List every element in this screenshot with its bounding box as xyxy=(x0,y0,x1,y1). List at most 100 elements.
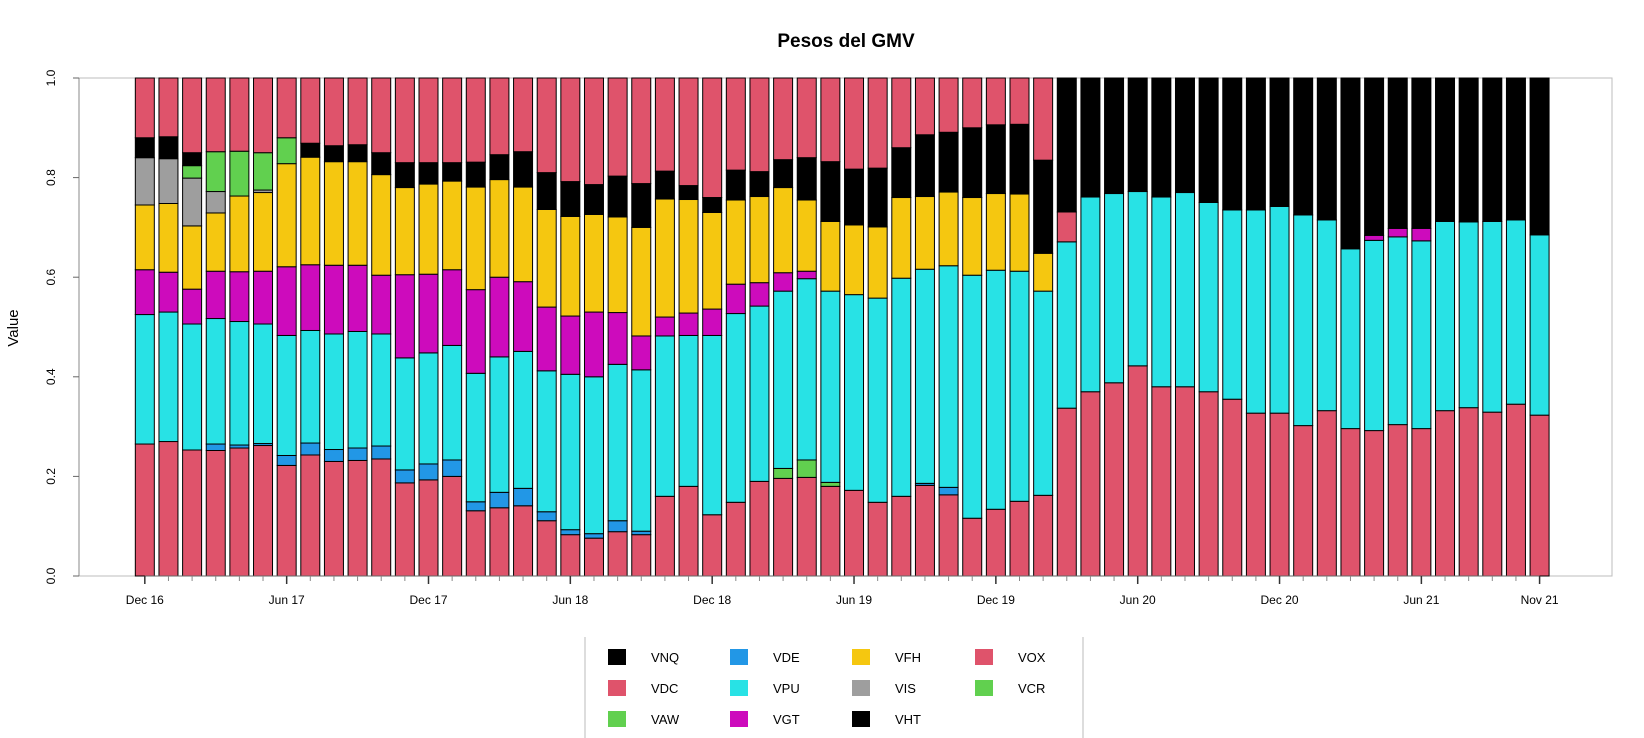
bar-segment-vht xyxy=(1482,77,1503,222)
bar-segment-vfh xyxy=(253,192,274,272)
bar-segment-vdc xyxy=(1364,430,1385,577)
bar-segment-vfh xyxy=(1033,252,1054,292)
bar-segment-vdc xyxy=(1222,398,1243,577)
bar-segment-vfh xyxy=(371,174,392,276)
bar-segment-vnq xyxy=(678,185,699,201)
y-tick-label: 0.2 xyxy=(44,468,58,485)
bar-segment-vgt xyxy=(253,270,274,325)
bar-stack xyxy=(1293,77,1314,577)
bar-segment-vnq xyxy=(938,131,959,193)
bar-segment-vdc xyxy=(1245,412,1266,577)
bar-segment-vox xyxy=(205,77,226,153)
bar-segment-vox xyxy=(867,77,888,169)
bar-segment-vdc xyxy=(489,507,510,577)
bar-segment-vgt xyxy=(678,312,699,336)
legend-swatch xyxy=(730,680,748,696)
bar-segment-vdc xyxy=(1033,494,1054,577)
bar-segment-vde xyxy=(300,442,321,456)
bar-segment-vpu xyxy=(276,334,297,456)
bar-segment-vnq xyxy=(583,184,604,215)
bar-segment-vdc xyxy=(1080,391,1101,577)
bar-segment-vht xyxy=(1293,77,1314,216)
bar-segment-vpu xyxy=(678,334,699,487)
bar-segment-vht xyxy=(1127,77,1148,193)
bar-segment-vpu xyxy=(134,314,155,445)
bar-stack xyxy=(1387,77,1408,577)
bar-segment-vdc xyxy=(300,454,321,577)
bar-segment-vgt xyxy=(560,315,581,375)
bar-segment-vdc xyxy=(891,495,912,577)
bar-stack xyxy=(253,77,274,577)
bar-segment-vht xyxy=(1458,77,1479,223)
bar-segment-vnq xyxy=(773,159,794,189)
bar-segment-vis xyxy=(134,157,155,206)
bar-segment-vfh xyxy=(844,224,865,296)
bar-segment-vdc xyxy=(773,477,794,577)
bar-segment-vfh xyxy=(418,183,439,275)
bar-segment-vnq xyxy=(442,162,463,182)
bar-segment-vpu xyxy=(465,372,486,503)
bar-segment-vpu xyxy=(1009,270,1030,502)
bar-segment-vox xyxy=(158,77,179,138)
bar-stack xyxy=(1340,77,1361,577)
bar-segment-vfh xyxy=(725,199,746,285)
bar-segment-vox xyxy=(654,77,675,172)
bar-stack xyxy=(513,77,534,577)
bar-segment-vpu xyxy=(607,363,628,522)
legend-label: VCR xyxy=(1018,681,1045,696)
bar-segment-vpu xyxy=(1387,236,1408,426)
bar-segment-vpu xyxy=(1198,202,1219,393)
bar-segment-vfh xyxy=(229,195,250,273)
bar-segment-vgt xyxy=(134,269,155,316)
bar-segment-vfh xyxy=(773,187,794,274)
bar-segment-vde xyxy=(583,533,604,539)
bar-segment-vfh xyxy=(867,226,888,299)
bar-segment-vpu xyxy=(631,369,652,532)
bar-segment-vdc xyxy=(1482,411,1503,577)
bar-segment-vht xyxy=(1174,77,1195,194)
bar-stack xyxy=(914,77,935,577)
bar-segment-vgt xyxy=(702,308,723,336)
bar-segment-vde xyxy=(631,530,652,536)
bar-segment-vnq xyxy=(489,154,510,181)
bar-segment-vnq xyxy=(465,161,486,188)
bar-stack xyxy=(134,77,155,577)
bar-segment-vfh xyxy=(631,226,652,337)
bar-segment-vde xyxy=(513,487,534,507)
bar-segment-vpu xyxy=(1505,219,1526,405)
bar-segment-vpu xyxy=(229,321,250,446)
bar-segment-vdc xyxy=(1505,403,1526,577)
bar-segment-vdc xyxy=(914,484,935,577)
bar-segment-vpu xyxy=(1245,209,1266,414)
bar-segment-vox xyxy=(560,77,581,183)
bar-segment-vdc xyxy=(607,531,628,577)
bar-segment-vnq xyxy=(702,197,723,213)
bar-segment-vgt xyxy=(394,274,415,359)
bar-segment-vpu xyxy=(442,344,463,461)
bar-segment-vdc xyxy=(962,517,983,577)
legend-item-vfh: VFH xyxy=(852,649,921,665)
bar-segment-vdc xyxy=(702,514,723,577)
bar-stack xyxy=(1222,77,1243,577)
bar-segment-vnq xyxy=(962,127,983,199)
bar-stack xyxy=(1458,77,1479,577)
bar-segment-vpu xyxy=(867,297,888,503)
bar-segment-vpu xyxy=(205,318,226,445)
bar-segment-vdc xyxy=(465,510,486,577)
bar-segment-vnq xyxy=(867,167,888,228)
bar-segment-vnq xyxy=(134,137,155,159)
bar-segment-vdc xyxy=(1174,386,1195,577)
bar-segment-vox xyxy=(513,77,534,153)
bar-segment-vdc xyxy=(654,495,675,577)
bar-stack xyxy=(205,77,226,577)
bar-segment-vdc xyxy=(134,443,155,577)
bar-segment-vht xyxy=(1316,77,1337,221)
bar-segment-vnq xyxy=(749,171,770,198)
legend-swatch xyxy=(975,649,993,665)
bar-segment-vht xyxy=(1340,77,1361,250)
bar-segment-vnq xyxy=(1033,159,1054,254)
bar-stack xyxy=(442,77,463,577)
bar-stack xyxy=(394,77,415,577)
bar-segment-vaw xyxy=(773,467,794,479)
y-tick-label: 0.0 xyxy=(44,567,58,584)
